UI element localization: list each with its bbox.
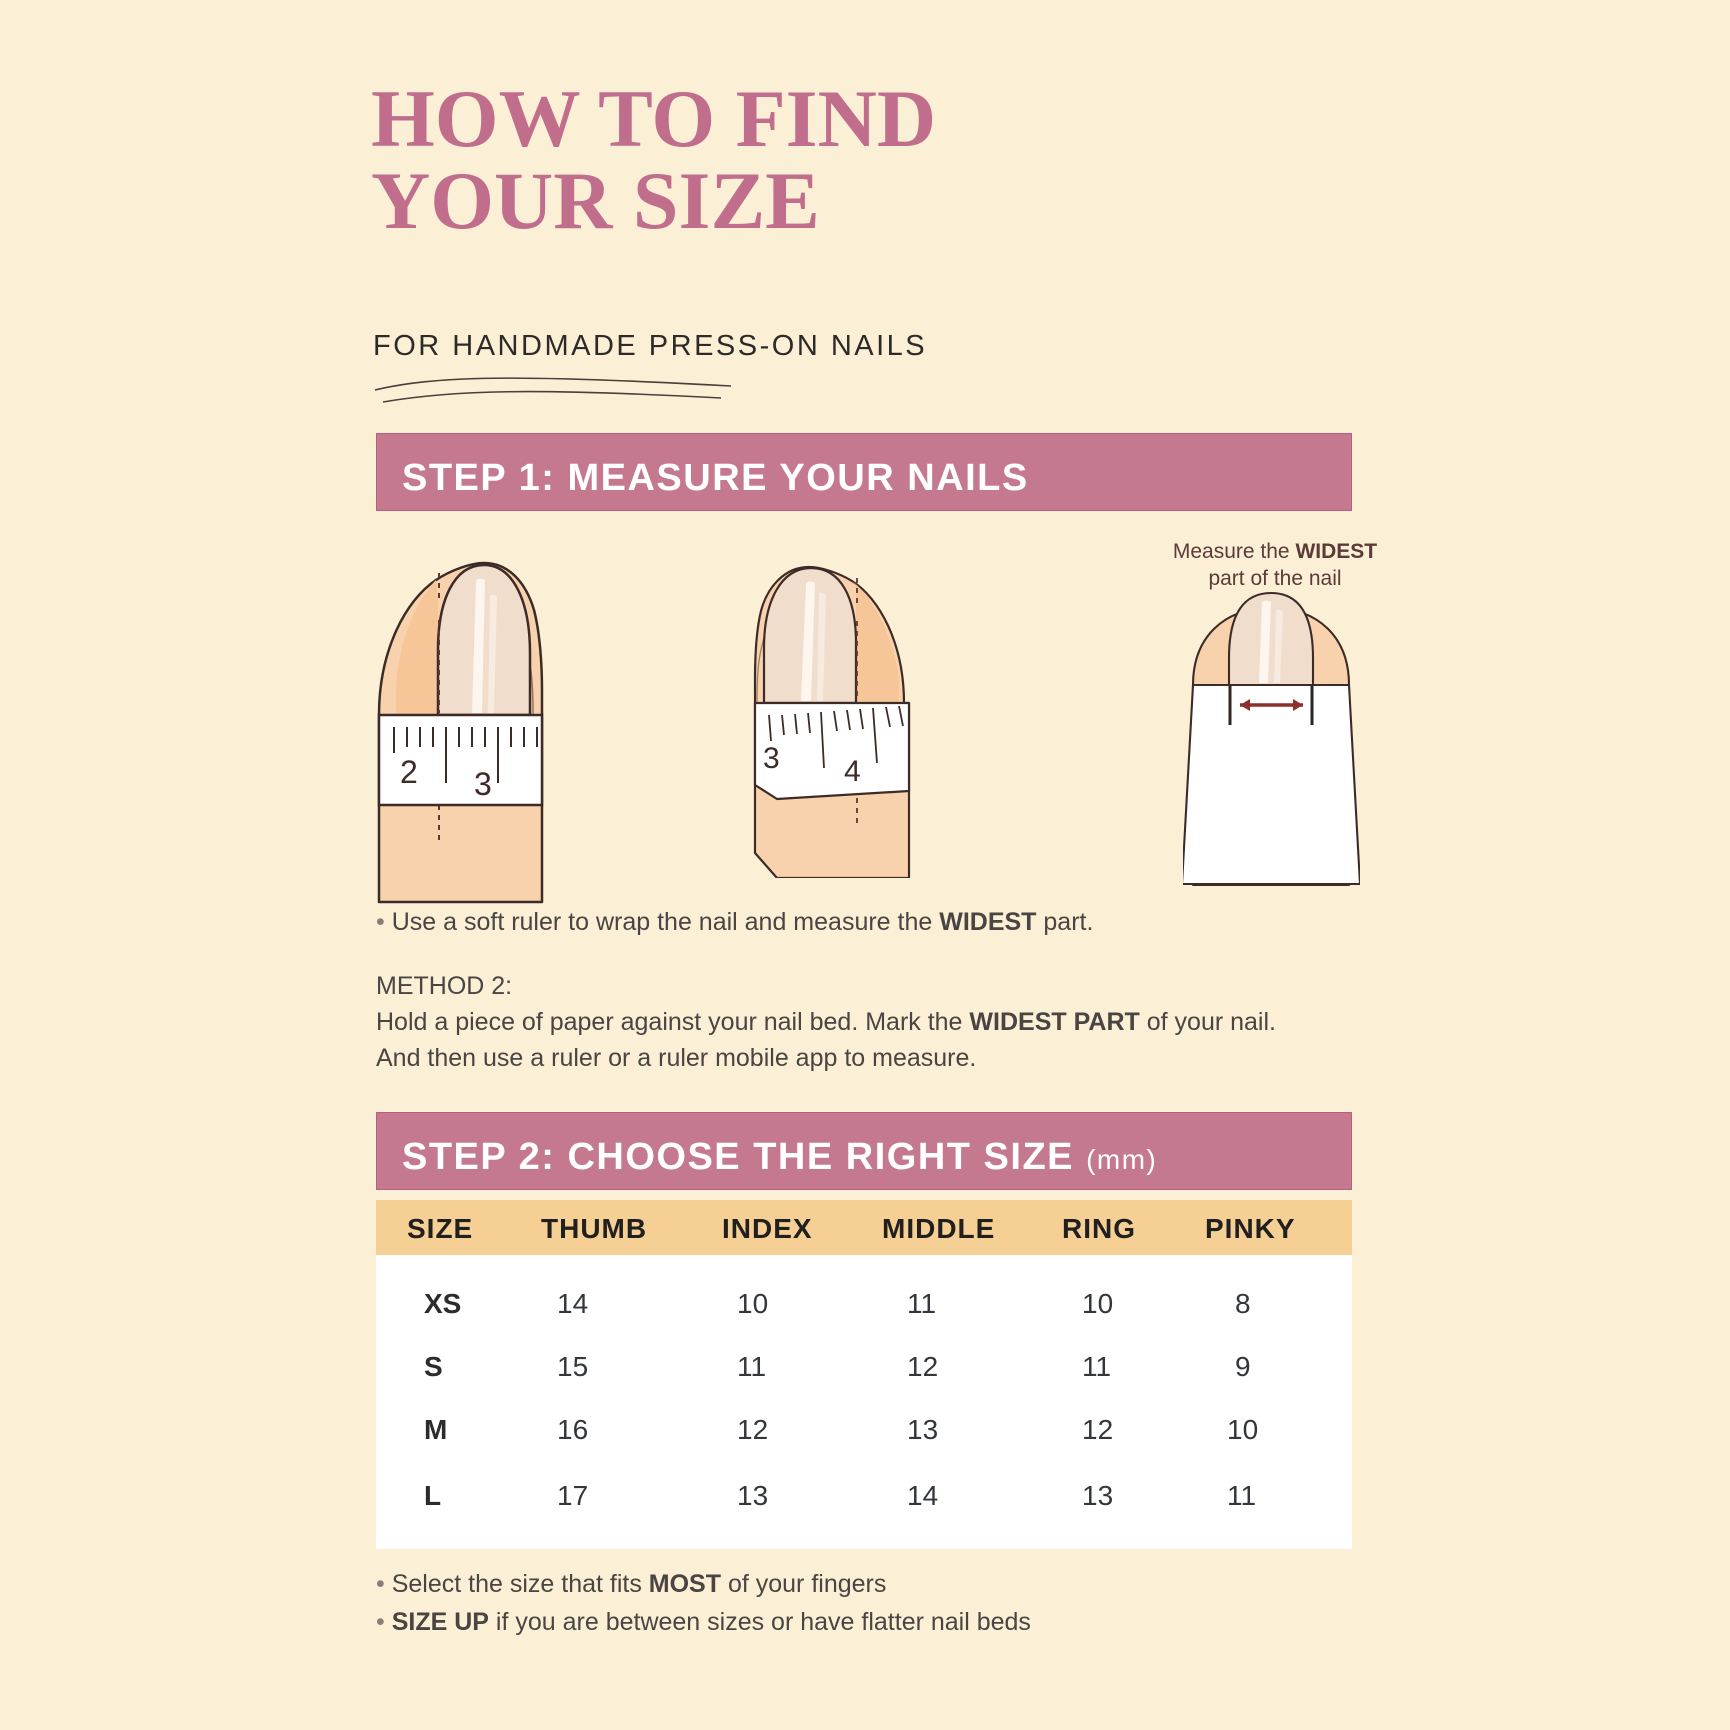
svg-text:2: 2	[400, 754, 418, 790]
svg-text:3: 3	[474, 766, 492, 802]
svg-text:3: 3	[763, 742, 780, 775]
svg-text:4: 4	[844, 755, 861, 788]
